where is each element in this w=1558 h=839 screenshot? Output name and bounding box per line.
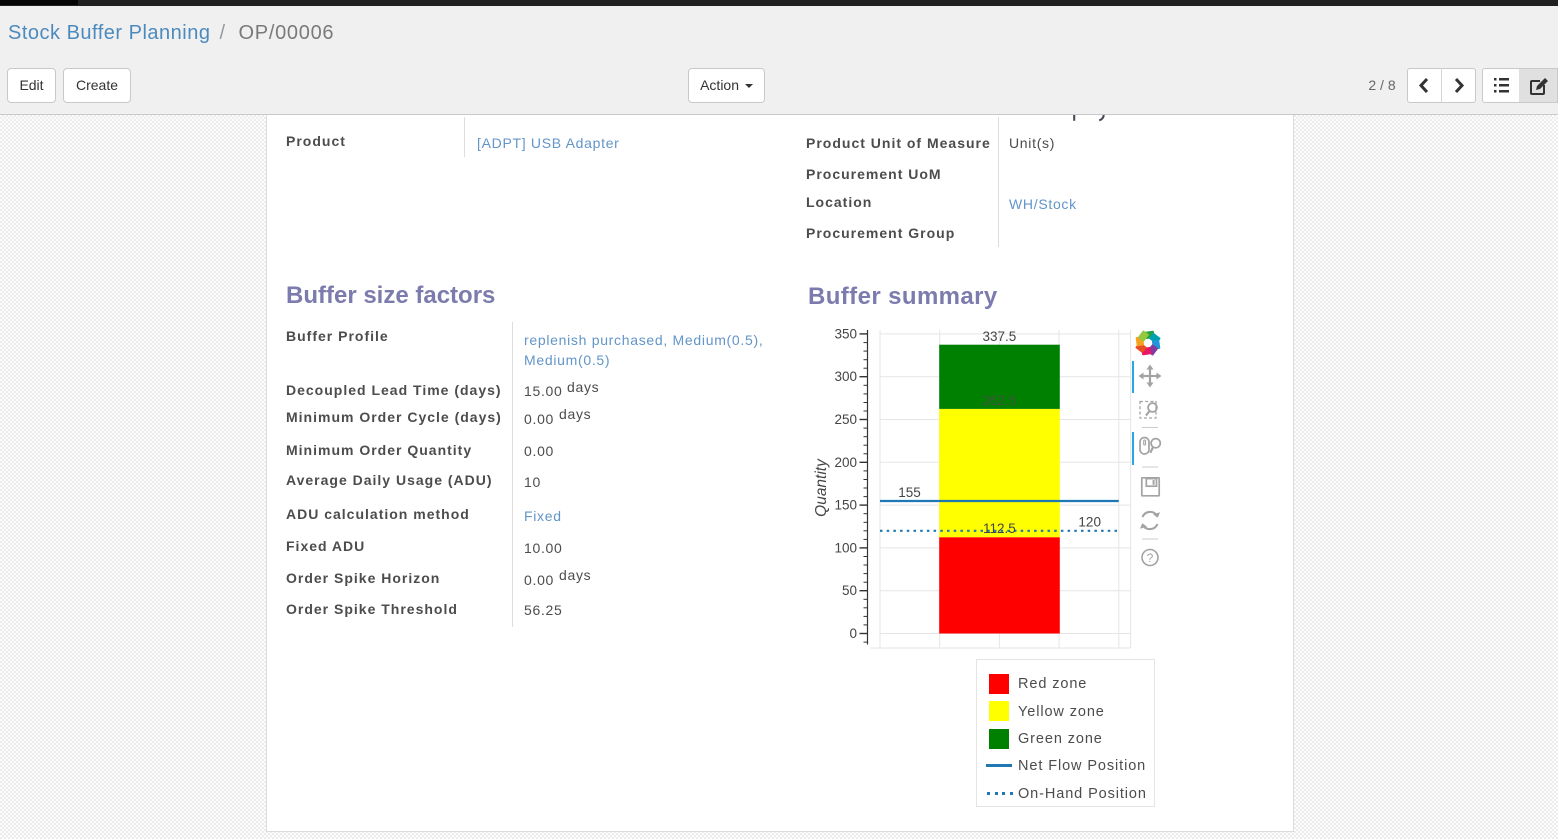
svg-text:120: 120 xyxy=(1078,515,1101,530)
svg-text:262.5: 262.5 xyxy=(983,393,1017,408)
svg-text:155: 155 xyxy=(898,485,921,500)
svg-text:150: 150 xyxy=(834,498,857,513)
svg-text:300: 300 xyxy=(834,369,857,384)
svg-text:0: 0 xyxy=(849,626,857,641)
svg-text:50: 50 xyxy=(842,583,857,598)
svg-text:?: ? xyxy=(1147,551,1154,565)
svg-text:350: 350 xyxy=(834,326,857,341)
svg-text:200: 200 xyxy=(834,455,857,470)
svg-text:Quantity: Quantity xyxy=(813,458,830,517)
svg-text:112.5: 112.5 xyxy=(983,521,1016,536)
svg-text:100: 100 xyxy=(834,540,857,555)
svg-text:250: 250 xyxy=(834,412,857,427)
svg-text:337.5: 337.5 xyxy=(983,329,1017,344)
